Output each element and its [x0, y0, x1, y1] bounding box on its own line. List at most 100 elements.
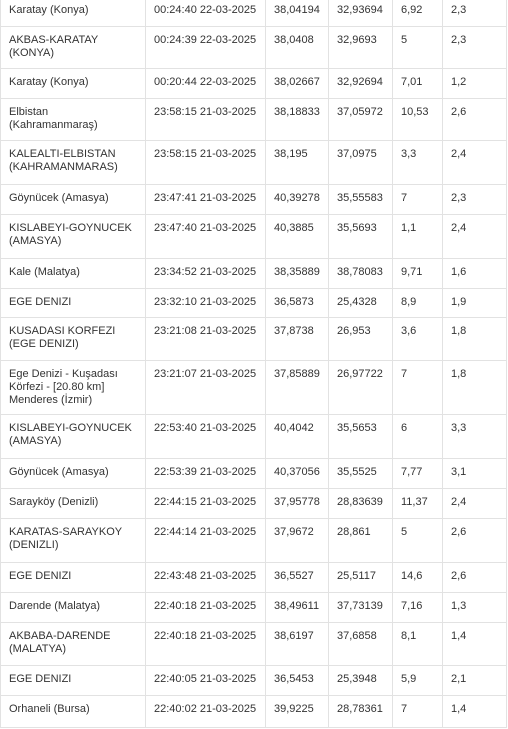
depth-cell: 7,77: [392, 458, 443, 489]
depth-cell: 8,9: [392, 288, 443, 318]
depth-cell: 7,01: [392, 68, 443, 99]
magnitude-cell: 1,8: [442, 360, 507, 415]
time-cell: 23:47:41 21-03-2025: [145, 184, 266, 215]
magnitude-cell: 2,4: [442, 488, 507, 519]
longitude-cell: 35,5693: [328, 214, 393, 259]
magnitude-cell: 2,1: [442, 665, 507, 696]
latitude-cell: 40,3885: [265, 214, 329, 259]
latitude-cell: 37,8738: [265, 317, 329, 361]
location-cell: Elbistan (Kahramanmaraş): [0, 98, 146, 141]
table-row: KUSADASI KORFEZI (EGE DENIZI) 23:21:08 21…: [0, 317, 507, 361]
latitude-cell: 39,9225: [265, 695, 329, 728]
depth-cell: 3,3: [392, 140, 443, 185]
location-cell: KUSADASI KORFEZI (EGE DENIZI): [0, 317, 146, 361]
magnitude-cell: 2,3: [442, 184, 507, 215]
location-cell: EGE DENIZI: [0, 288, 146, 318]
location-cell: Karatay (Konya): [0, 0, 146, 27]
longitude-cell: 37,05972: [328, 98, 393, 141]
latitude-cell: 38,04194: [265, 0, 329, 27]
longitude-cell: 25,4328: [328, 288, 393, 318]
time-cell: 23:58:15 21-03-2025: [145, 140, 266, 185]
table-row: KISLABEYI-GOYNUCEK (AMASYA) 23:47:40 21-0…: [0, 214, 507, 259]
table-row: AKBAS-KARATAY (KONYA) 00:24:39 22-03-2025…: [0, 26, 507, 69]
magnitude-cell: 1,6: [442, 258, 507, 289]
location-cell: KISLABEYI-GOYNUCEK (AMASYA): [0, 414, 146, 459]
location-cell: EGE DENIZI: [0, 562, 146, 593]
depth-cell: 7: [392, 360, 443, 415]
magnitude-cell: 1,9: [442, 288, 507, 318]
depth-cell: 7: [392, 184, 443, 215]
depth-cell: 9,71: [392, 258, 443, 289]
time-cell: 00:20:44 22-03-2025: [145, 68, 266, 99]
location-cell: EGE DENIZI: [0, 665, 146, 696]
time-cell: 23:47:40 21-03-2025: [145, 214, 266, 259]
location-cell: Sarayköy (Denizli): [0, 488, 146, 519]
longitude-cell: 26,953: [328, 317, 393, 361]
location-cell: AKBABA-DARENDE (MALATYA): [0, 622, 146, 666]
depth-cell: 5: [392, 26, 443, 69]
latitude-cell: 38,6197: [265, 622, 329, 666]
table-row: AKBABA-DARENDE (MALATYA) 22:40:18 21-03-2…: [0, 622, 507, 666]
time-cell: 22:40:18 21-03-2025: [145, 622, 266, 666]
time-cell: 22:40:18 21-03-2025: [145, 592, 266, 623]
table-row: Ege Denizi - Kuşadası Körfezi - [20.80 k…: [0, 360, 507, 415]
time-cell: 23:32:10 21-03-2025: [145, 288, 266, 318]
location-cell: KALEALTI-ELBISTAN (KAHRAMANMARAS): [0, 140, 146, 185]
magnitude-cell: 2,3: [442, 0, 507, 27]
magnitude-cell: 1,8: [442, 317, 507, 361]
table-row: Göynücek (Amasya) 23:47:41 21-03-2025 40,3…: [0, 184, 507, 215]
table-row: Karatay (Konya) 00:24:40 22-03-2025 38,041…: [0, 0, 507, 27]
latitude-cell: 36,5873: [265, 288, 329, 318]
depth-cell: 5,9: [392, 665, 443, 696]
longitude-cell: 32,92694: [328, 68, 393, 99]
location-cell: Ege Denizi - Kuşadası Körfezi - [20.80 k…: [0, 360, 146, 415]
depth-cell: 3,6: [392, 317, 443, 361]
time-cell: 23:21:08 21-03-2025: [145, 317, 266, 361]
depth-cell: 7: [392, 695, 443, 728]
time-cell: 22:44:15 21-03-2025: [145, 488, 266, 519]
time-cell: 00:24:39 22-03-2025: [145, 26, 266, 69]
latitude-cell: 38,195: [265, 140, 329, 185]
table-row: Karatay (Konya) 00:20:44 22-03-2025 38,026…: [0, 68, 507, 99]
longitude-cell: 35,55583: [328, 184, 393, 215]
depth-cell: 6,92: [392, 0, 443, 27]
location-cell: Kale (Malatya): [0, 258, 146, 289]
location-cell: AKBAS-KARATAY (KONYA): [0, 26, 146, 69]
latitude-cell: 36,5453: [265, 665, 329, 696]
latitude-cell: 40,4042: [265, 414, 329, 459]
location-cell: KISLABEYI-GOYNUCEK (AMASYA): [0, 214, 146, 259]
longitude-cell: 25,5117: [328, 562, 393, 593]
longitude-cell: 35,5525: [328, 458, 393, 489]
time-cell: 22:40:05 21-03-2025: [145, 665, 266, 696]
table-row: KARATAS-SARAYKOY (DENIZLI) 22:44:14 21-03…: [0, 518, 507, 563]
table-row: KALEALTI-ELBISTAN (KAHRAMANMARAS) 23:58:1…: [0, 140, 507, 185]
magnitude-cell: 2,6: [442, 518, 507, 563]
latitude-cell: 38,0408: [265, 26, 329, 69]
magnitude-cell: 2,6: [442, 562, 507, 593]
time-cell: 00:24:40 22-03-2025: [145, 0, 266, 27]
table-row: Kale (Malatya) 23:34:52 21-03-2025 38,3588…: [0, 258, 507, 289]
longitude-cell: 37,0975: [328, 140, 393, 185]
longitude-cell: 28,861: [328, 518, 393, 563]
table-row: EGE DENIZI 22:43:48 21-03-2025 36,5527 25,5…: [0, 562, 507, 593]
longitude-cell: 28,83639: [328, 488, 393, 519]
table-row: Elbistan (Kahramanmaraş) 23:58:15 21-03-2…: [0, 98, 507, 141]
longitude-cell: 26,97722: [328, 360, 393, 415]
latitude-cell: 38,02667: [265, 68, 329, 99]
magnitude-cell: 2,4: [442, 140, 507, 185]
location-cell: Karatay (Konya): [0, 68, 146, 99]
longitude-cell: 38,78083: [328, 258, 393, 289]
magnitude-cell: 2,3: [442, 26, 507, 69]
latitude-cell: 38,49611: [265, 592, 329, 623]
longitude-cell: 32,93694: [328, 0, 393, 27]
depth-cell: 8,1: [392, 622, 443, 666]
magnitude-cell: 1,2: [442, 68, 507, 99]
time-cell: 23:58:15 21-03-2025: [145, 98, 266, 141]
magnitude-cell: 3,3: [442, 414, 507, 459]
latitude-cell: 40,37056: [265, 458, 329, 489]
time-cell: 22:53:40 21-03-2025: [145, 414, 266, 459]
table-row: EGE DENIZI 22:40:05 21-03-2025 36,5453 25,3…: [0, 665, 507, 696]
longitude-cell: 35,5653: [328, 414, 393, 459]
magnitude-cell: 2,6: [442, 98, 507, 141]
